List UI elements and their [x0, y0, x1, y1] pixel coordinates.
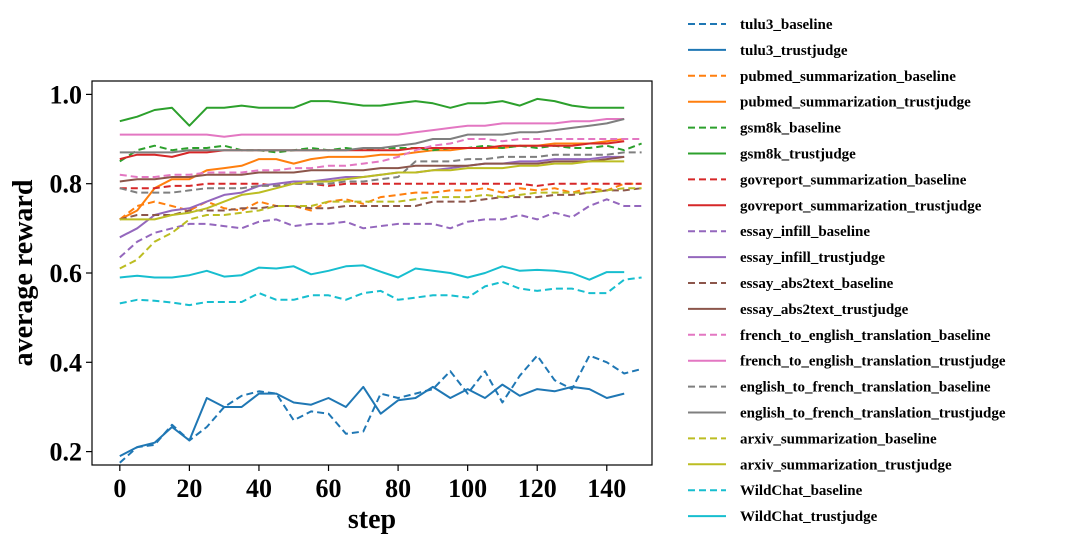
y-tick-label: 0.8 [50, 170, 83, 199]
x-tick-label: 80 [385, 474, 411, 503]
series-line-french_to_english_translation_trustjudge [119, 118, 625, 138]
x-tick-label: 120 [518, 474, 557, 503]
x-tick-label: 20 [176, 474, 202, 503]
x-tick-label: 140 [587, 474, 626, 503]
series-line-govreport_summarization_baseline [119, 182, 642, 190]
legend-label-govreport_summarization_baseline: govreport_summarization_baseline [740, 172, 967, 188]
legend-label-arxiv_summarization_baseline: arxiv_summarization_baseline [740, 431, 937, 447]
legend-label-french_to_english_translation_baseline: french_to_english_translation_baseline [740, 328, 991, 344]
legend-label-essay_abs2text_baseline: essay_abs2text_baseline [740, 276, 894, 292]
series-line-essay_infill_baseline [119, 198, 642, 259]
x-tick-label: 0 [113, 474, 126, 503]
legend-label-WildChat_baseline: WildChat_baseline [740, 483, 863, 499]
series-line-arxiv_summarization_baseline [119, 187, 642, 270]
x-tick-label: 100 [448, 474, 487, 503]
legend-label-french_to_english_translation_trustjudge: french_to_english_translation_trustjudge [740, 354, 1006, 370]
legend-label-govreport_summarization_trustjudge: govreport_summarization_trustjudge [740, 198, 982, 214]
series-line-pubmed_summarization_baseline [119, 182, 642, 221]
y-axis-label: average reward [8, 179, 39, 366]
series-line-essay_abs2text_baseline [119, 187, 642, 221]
x-tick-label: 40 [246, 474, 272, 503]
series-line-essay_abs2text_trustjudge [119, 155, 625, 183]
legend-label-essay_infill_trustjudge: essay_infill_trustjudge [740, 250, 885, 266]
legend-label-essay_abs2text_trustjudge: essay_abs2text_trustjudge [740, 302, 909, 318]
legend-label-WildChat_trustjudge: WildChat_trustjudge [740, 509, 878, 525]
series-line-english_to_french_translation_trustjudge [119, 118, 625, 154]
series-line-arxiv_summarization_trustjudge [119, 160, 625, 221]
legend-label-pubmed_summarization_baseline: pubmed_summarization_baseline [740, 69, 956, 85]
legend-label-gsm8k_baseline: gsm8k_baseline [740, 121, 841, 137]
legend-label-tulu3_baseline: tulu3_baseline [740, 17, 833, 33]
y-tick-label: 0.4 [50, 348, 83, 377]
x-axis-label: step [348, 504, 396, 535]
series-line-govreport_summarization_trustjudge [119, 140, 625, 161]
series-line-tulu3_baseline [119, 354, 642, 464]
x-tick-label: 60 [316, 474, 342, 503]
legend-label-gsm8k_trustjudge: gsm8k_trustjudge [740, 147, 856, 163]
legend: tulu3_baseline tulu3_trustjudge pubmed_sum… [688, 17, 1006, 525]
legend-label-pubmed_summarization_trustjudge: pubmed_summarization_trustjudge [740, 95, 971, 111]
legend-label-arxiv_summarization_trustjudge: arxiv_summarization_trustjudge [740, 457, 952, 473]
y-axis: 0.2 0.4 0.6 0.8 1.0 [50, 80, 92, 467]
legend-label-essay_infill_baseline: essay_infill_baseline [740, 224, 870, 240]
x-axis: 0 20 40 60 80 100 120 140 [113, 465, 626, 503]
plot-area [119, 97, 642, 464]
series-line-gsm8k_trustjudge [119, 97, 625, 127]
legend-label-english_to_french_translation_baseline: english_to_french_translation_baseline [740, 380, 991, 396]
y-tick-label: 0.2 [50, 438, 83, 467]
series-line-WildChat_trustjudge [119, 264, 625, 281]
y-tick-label: 0.6 [50, 259, 83, 288]
series-line-WildChat_baseline [119, 276, 642, 307]
y-tick-label: 1.0 [50, 80, 83, 109]
series-line-english_to_french_translation_baseline [119, 151, 642, 194]
series-line-tulu3_trustjudge [119, 383, 625, 457]
legend-label-english_to_french_translation_trustjudge: english_to_french_translation_trustjudge [740, 406, 1006, 422]
legend-label-tulu3_trustjudge: tulu3_trustjudge [740, 43, 848, 59]
